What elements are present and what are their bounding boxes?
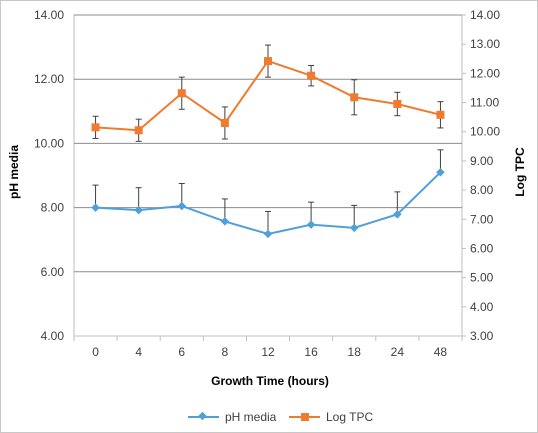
legend-marker-tpc [301, 413, 309, 421]
legend-label-tpc: Log TPC [326, 410, 373, 424]
data-point [263, 229, 273, 239]
data-point [91, 203, 100, 212]
left-tick-label: 6.00 [41, 265, 65, 279]
series-ph-media [91, 149, 445, 239]
legend-item-ph: pH media [188, 410, 277, 424]
x-tick-label: 12 [261, 345, 275, 359]
right-tick-label: 6.00 [470, 241, 494, 255]
right-tick-label: 10.00 [470, 125, 500, 139]
right-axis-title: Log TPC [513, 147, 527, 197]
data-point [306, 220, 316, 229]
data-point [393, 100, 402, 109]
data-point [134, 205, 143, 215]
x-tick-label: 4 [135, 345, 142, 359]
data-point [349, 223, 359, 233]
x-tick-label: 8 [222, 345, 229, 359]
data-point [436, 110, 445, 119]
x-tick-label: 0 [92, 345, 99, 359]
right-tick-label: 5.00 [470, 271, 494, 285]
right-tick-label: 13.00 [470, 37, 500, 51]
data-point [177, 89, 186, 98]
x-tick-label: 24 [391, 345, 405, 359]
right-tick-label: 9.00 [470, 154, 494, 168]
right-tick-label: 8.00 [470, 183, 494, 197]
data-point [436, 168, 445, 177]
right-tick-label: 11.00 [470, 96, 499, 110]
right-tick-label: 3.00 [470, 329, 494, 343]
left-tick-label: 4.00 [41, 329, 65, 343]
x-tick-label: 18 [348, 345, 362, 359]
left-axis-ticks: 4.00 6.00 8.00 10.00 12.00 14.00 [34, 8, 64, 343]
x-axis-title: Growth Time (hours) [211, 374, 329, 388]
x-axis-ticks: 0 4 6 8 12 16 18 24 48 [73, 336, 463, 359]
left-tick-label: 8.00 [41, 201, 65, 215]
data-point [177, 201, 187, 211]
x-tick-label: 6 [178, 345, 185, 359]
data-point [220, 217, 230, 226]
left-tick-label: 14.00 [34, 8, 64, 22]
legend-marker-ph [198, 411, 207, 421]
data-point [264, 57, 272, 66]
data-point [393, 210, 402, 219]
left-tick-label: 12.00 [34, 72, 64, 86]
x-tick-label: 16 [304, 345, 318, 359]
left-axis-title: pH media [7, 145, 21, 199]
data-point [307, 71, 316, 80]
right-tick-label: 12.00 [470, 66, 500, 80]
right-axis-ticks: 3.00 4.00 5.00 6.00 7.00 8.00 9.00 10.00 11.00 12… [462, 8, 500, 343]
series-layer [91, 44, 445, 239]
data-point [134, 126, 143, 135]
x-tick-label: 48 [434, 345, 448, 359]
series-log-tpc [91, 44, 445, 142]
data-point [220, 118, 229, 127]
data-point [350, 93, 359, 102]
legend-item-tpc: Log TPC [289, 410, 373, 424]
left-tick-label: 10.00 [34, 136, 64, 150]
right-tick-label: 7.00 [470, 212, 494, 226]
legend: pH media Log TPC [188, 410, 373, 424]
right-tick-label: 4.00 [470, 300, 494, 314]
right-tick-label: 14.00 [470, 8, 500, 22]
data-point [91, 123, 100, 132]
legend-label-ph: pH media [225, 410, 277, 424]
